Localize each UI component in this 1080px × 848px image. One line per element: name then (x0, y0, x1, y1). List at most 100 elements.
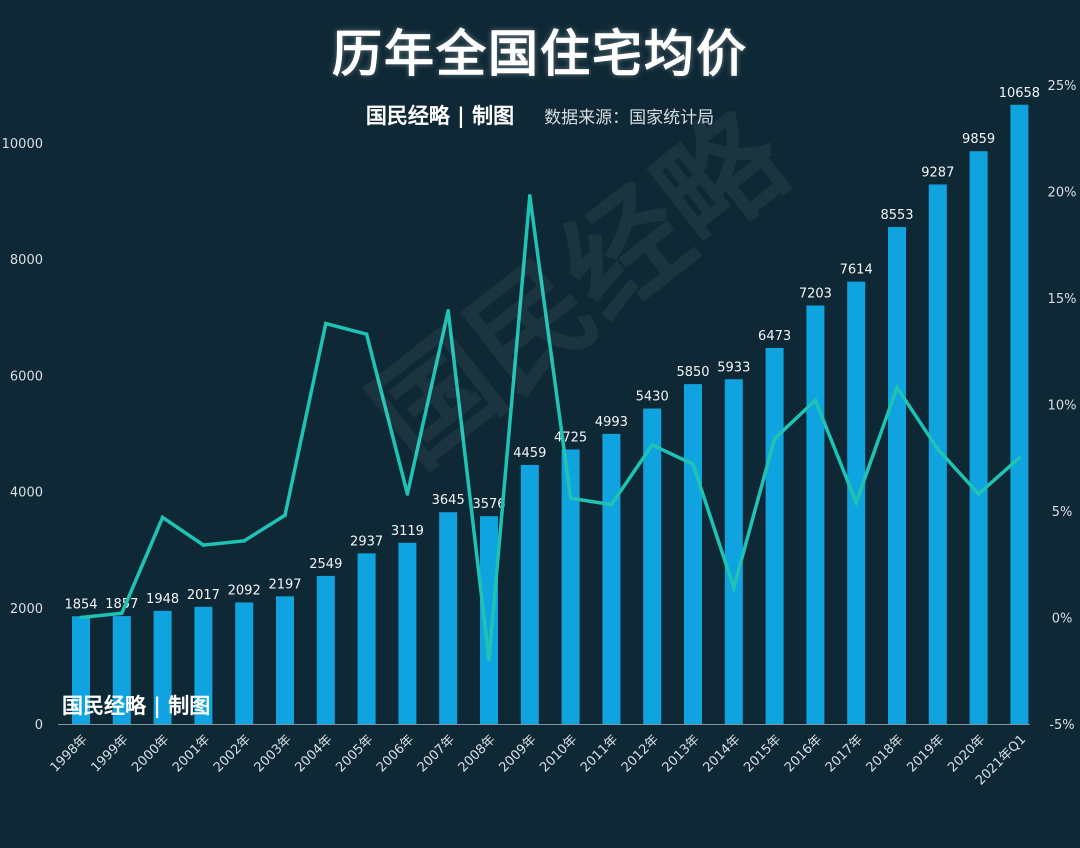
bar-data-labels: 1854 1857 1948 2017 2092 2197 2549 2937 3119 3645… (64, 86, 1040, 613)
x-tick-label: 2007年 (415, 732, 458, 775)
x-tick-label: 2003年 (252, 732, 295, 775)
x-tick-label: 2011年 (578, 732, 621, 775)
x-tick-label: 2019年 (904, 732, 947, 775)
bar-data-label: 3119 (391, 524, 424, 539)
bar (72, 616, 90, 724)
bar-data-label: 2937 (350, 534, 383, 549)
bar-data-label: 2549 (309, 557, 342, 572)
line-point (732, 585, 736, 590)
x-tick-label: 2013年 (660, 732, 703, 775)
line-series (79, 193, 1022, 662)
right-tick-label: 15% (1048, 292, 1077, 307)
line-point (283, 513, 287, 518)
bar-data-label: 7614 (840, 263, 873, 278)
line-point (160, 515, 165, 520)
x-tick-label: 2010年 (537, 732, 580, 775)
line-point (650, 443, 654, 447)
bar (316, 575, 335, 724)
bar (194, 606, 213, 724)
bar-data-label: 5430 (636, 390, 669, 405)
x-tick-label: 2012年 (619, 732, 662, 775)
x-tick-label: 2002年 (211, 732, 254, 775)
right-tick-label: 5% (1052, 505, 1073, 520)
bar (357, 553, 376, 724)
bar (602, 433, 621, 724)
line-point (242, 539, 246, 543)
x-tick-label: 1999年 (88, 732, 131, 775)
left-tick-label: 2000 (10, 602, 43, 617)
line-point (691, 462, 695, 466)
line-point (79, 615, 83, 620)
line-point (201, 543, 206, 547)
bar (888, 227, 906, 725)
bar-data-label: 9287 (921, 165, 954, 180)
bar (276, 596, 294, 724)
x-tick-label: 2014年 (700, 732, 743, 775)
bar (969, 151, 988, 725)
bar (398, 542, 417, 724)
line-point (813, 398, 818, 403)
right-tick-label: 20% (1048, 186, 1077, 201)
line-point (568, 496, 573, 501)
line-point (609, 502, 614, 507)
bar-data-label: 1854 (64, 597, 97, 612)
x-tick-label: 2006年 (374, 732, 417, 775)
bar-data-label: 4993 (595, 415, 628, 430)
bar-data-label: 5933 (717, 360, 750, 375)
bar-data-label: 7203 (799, 287, 832, 302)
bar (561, 449, 580, 724)
bar (765, 347, 784, 724)
x-tick-label: 2000年 (129, 732, 172, 775)
line-point (528, 193, 532, 198)
line-point (364, 332, 369, 337)
left-tick-label: 10000 (2, 137, 43, 152)
x-tick-label: 2008年 (456, 732, 499, 775)
line-point (487, 658, 491, 662)
x-tick-label: 2009年 (496, 732, 539, 775)
bar (235, 602, 254, 724)
right-tick-label: 10% (1048, 399, 1077, 414)
left-tick-label: 0 (35, 718, 43, 733)
right-tick-label: 0% (1052, 612, 1073, 627)
line-point (895, 385, 899, 390)
subtitle-line: 国民经略 | 制图 数据来源：国家统计局 (0, 100, 1080, 130)
bar-data-label: 2017 (187, 588, 220, 603)
x-tick-label: 2017年 (823, 732, 866, 775)
x-tick-label: 2004年 (292, 732, 335, 775)
bar-data-label: 2092 (228, 583, 261, 598)
line-point (120, 611, 124, 616)
bar-data-label: 10658 (999, 86, 1040, 101)
right-axis-ticks: -5% 0% 5% 10% 15% 20% 25% (1048, 79, 1077, 733)
left-axis-ticks: 0 2000 4000 6000 8000 10000 (2, 137, 43, 733)
right-tick-label: 25% (1048, 79, 1077, 94)
bar (112, 616, 131, 724)
bar (153, 610, 172, 724)
bar (806, 305, 825, 724)
bar-data-label: 3645 (432, 493, 465, 508)
bar-data-label: 8553 (880, 208, 913, 223)
source-note: 数据来源：国家统计局 (544, 108, 715, 128)
bar-data-label: 3576 (472, 497, 505, 512)
brand-label: 国民经略 | 制图 (365, 103, 515, 128)
bar (643, 408, 662, 724)
line-point (446, 308, 451, 313)
bar-data-label: 6473 (758, 329, 791, 344)
bar (480, 516, 498, 724)
line-point (772, 436, 777, 441)
growth-line (80, 195, 1021, 661)
line-point (854, 500, 858, 505)
bar-data-label: 1857 (105, 597, 138, 612)
left-tick-label: 4000 (10, 486, 43, 501)
bar-data-label: 2197 (268, 577, 301, 592)
left-tick-label: 6000 (10, 369, 43, 384)
bar-series (72, 104, 1029, 725)
bottom-brand-label: 国民经略 | 制图 (62, 693, 211, 718)
bar (439, 512, 458, 724)
line-point (1017, 455, 1022, 460)
right-tick-label: -5% (1049, 718, 1074, 733)
x-tick-label: 1998年 (48, 732, 91, 775)
line-point (405, 492, 410, 496)
bar-data-label: 4459 (513, 446, 546, 461)
